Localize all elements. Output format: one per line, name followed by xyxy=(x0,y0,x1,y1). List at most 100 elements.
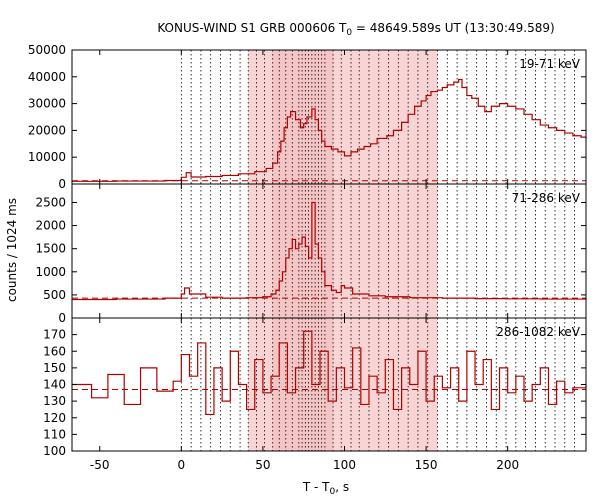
data-point xyxy=(531,383,533,386)
data-point xyxy=(356,148,359,150)
data-point xyxy=(311,383,313,386)
data-point xyxy=(254,358,256,361)
data-point xyxy=(343,387,346,389)
data-point xyxy=(572,135,574,137)
data-point xyxy=(291,238,293,241)
data-point xyxy=(547,127,550,129)
series-layer xyxy=(71,78,587,416)
y-tick-labels: 0 10000 20000 30000 40000 50000 0 500 1000 1500 20… xyxy=(28,43,66,458)
data-point xyxy=(139,367,142,369)
data-point xyxy=(458,400,460,402)
data-point xyxy=(319,350,321,352)
data-point xyxy=(474,297,476,300)
data-point xyxy=(477,105,479,107)
data-point xyxy=(368,375,370,377)
data-point xyxy=(237,383,240,386)
data-point xyxy=(392,129,395,131)
data-point xyxy=(425,94,427,97)
panel-energy-label: 71-286 keV xyxy=(512,191,581,205)
data-point xyxy=(384,296,386,298)
data-point xyxy=(115,298,117,300)
data-point xyxy=(490,408,492,411)
data-point xyxy=(433,375,435,377)
data-point xyxy=(306,116,308,118)
data-point xyxy=(180,176,182,178)
y-tick-label: 40000 xyxy=(28,70,66,84)
data-point xyxy=(298,243,300,245)
panel-energy-label: 19-71 keV xyxy=(519,57,581,71)
data-point xyxy=(265,167,267,170)
data-point xyxy=(317,257,319,259)
data-point xyxy=(281,271,284,273)
data-point xyxy=(425,400,427,402)
data-point xyxy=(507,298,509,300)
data-point xyxy=(262,296,264,298)
data-point xyxy=(270,375,272,377)
data-point xyxy=(330,289,333,291)
data-point xyxy=(283,127,285,129)
data-point xyxy=(556,129,558,131)
data-point xyxy=(317,129,319,131)
y-tick-label: 100 xyxy=(43,444,66,458)
data-point xyxy=(221,400,223,402)
x-tick-label: 200 xyxy=(496,458,519,472)
data-point xyxy=(205,296,207,298)
y-tick-label: 500 xyxy=(43,288,66,302)
data-point xyxy=(311,201,313,204)
y-tick-label: 30000 xyxy=(28,97,66,111)
data-point xyxy=(190,176,192,178)
data-point xyxy=(564,392,566,394)
data-point xyxy=(188,293,191,295)
data-point xyxy=(515,375,517,377)
x-tick-label: -50 xyxy=(90,458,110,472)
data-point xyxy=(115,180,117,182)
data-point xyxy=(156,390,158,392)
data-point xyxy=(314,243,316,245)
data-point xyxy=(352,293,354,295)
data-point xyxy=(288,248,290,250)
data-point xyxy=(370,143,372,145)
data-point xyxy=(185,172,187,174)
data-point xyxy=(471,97,473,99)
x-tick-label: 100 xyxy=(333,458,356,472)
data-point xyxy=(303,330,305,332)
data-point xyxy=(172,380,174,382)
data-point xyxy=(376,392,378,394)
data-point xyxy=(580,136,582,138)
data-point xyxy=(183,287,186,289)
data-point xyxy=(449,367,452,369)
data-point xyxy=(498,367,501,369)
data-point xyxy=(330,148,333,150)
y-tick-label: 160 xyxy=(43,344,66,358)
data-point xyxy=(409,297,411,299)
data-point xyxy=(205,175,207,178)
data-point xyxy=(547,403,550,406)
data-point xyxy=(245,297,248,299)
series-step-line xyxy=(72,201,587,301)
data-point xyxy=(278,342,280,344)
data-point xyxy=(436,89,439,91)
data-point xyxy=(539,298,541,300)
data-point xyxy=(180,353,182,356)
data-point xyxy=(507,392,509,394)
data-point xyxy=(314,119,316,121)
data-point xyxy=(340,285,342,287)
chart-title: KONUS-WIND S1 GRB 000606 T0 = 48649.589s… xyxy=(157,21,554,38)
data-point xyxy=(90,397,93,399)
data-point xyxy=(237,173,240,175)
x-tick-label: 50 xyxy=(255,458,270,472)
data-point xyxy=(285,257,287,259)
interval-boundary-lines xyxy=(180,50,575,451)
y-tick-label: 140 xyxy=(43,378,66,392)
data-point xyxy=(392,408,395,411)
data-point xyxy=(466,350,468,352)
data-point xyxy=(343,287,346,289)
data-point xyxy=(275,289,277,291)
data-point xyxy=(229,350,231,352)
data-point xyxy=(301,236,303,238)
data-point xyxy=(515,108,517,110)
data-point xyxy=(461,86,463,89)
data-point xyxy=(360,403,362,406)
y-tick-label: 10000 xyxy=(28,150,66,164)
